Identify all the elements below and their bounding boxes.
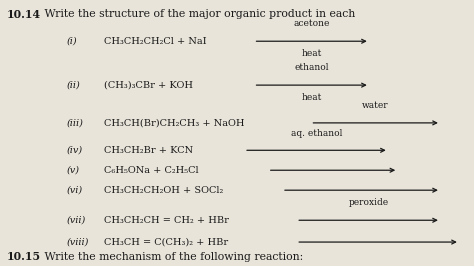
Text: (v): (v) — [66, 166, 79, 175]
Text: (i): (i) — [66, 37, 77, 46]
Text: Write the mechanism of the following reaction:: Write the mechanism of the following rea… — [41, 252, 303, 262]
Text: Write the structure of the major organic product in each: Write the structure of the major organic… — [41, 9, 356, 19]
Text: heat: heat — [301, 49, 322, 58]
Text: C₆H₅ONa + C₂H₅Cl: C₆H₅ONa + C₂H₅Cl — [104, 166, 199, 175]
Text: acetone: acetone — [293, 19, 330, 28]
Text: 10.15: 10.15 — [7, 251, 41, 262]
Text: water: water — [362, 101, 389, 110]
Text: aq. ethanol: aq. ethanol — [291, 128, 342, 138]
Text: CH₃CH(Br)CH₂CH₃ + NaOH: CH₃CH(Br)CH₂CH₃ + NaOH — [104, 118, 245, 127]
Text: (iv): (iv) — [66, 146, 82, 155]
Text: CH₃CH₂Br + KCN: CH₃CH₂Br + KCN — [104, 146, 193, 155]
Text: CH₃CH₂CH₂Cl + NaI: CH₃CH₂CH₂Cl + NaI — [104, 37, 207, 46]
Text: peroxide: peroxide — [348, 198, 389, 207]
Text: 10.14: 10.14 — [7, 9, 41, 20]
Text: (CH₃)₃CBr + KOH: (CH₃)₃CBr + KOH — [104, 81, 193, 90]
Text: (ii): (ii) — [66, 81, 80, 90]
Text: CH₃CH₂CH = CH₂ + HBr: CH₃CH₂CH = CH₂ + HBr — [104, 216, 229, 225]
Text: (viii): (viii) — [66, 238, 89, 247]
Text: (vii): (vii) — [66, 216, 86, 225]
Text: (iii): (iii) — [66, 118, 83, 127]
Text: (vi): (vi) — [66, 186, 82, 195]
Text: CH₃CH = C(CH₃)₂ + HBr: CH₃CH = C(CH₃)₂ + HBr — [104, 238, 228, 247]
Text: ethanol: ethanol — [294, 63, 329, 72]
Text: CH₃CH₂CH₂OH + SOCl₂: CH₃CH₂CH₂OH + SOCl₂ — [104, 186, 224, 195]
Text: heat: heat — [301, 93, 322, 102]
